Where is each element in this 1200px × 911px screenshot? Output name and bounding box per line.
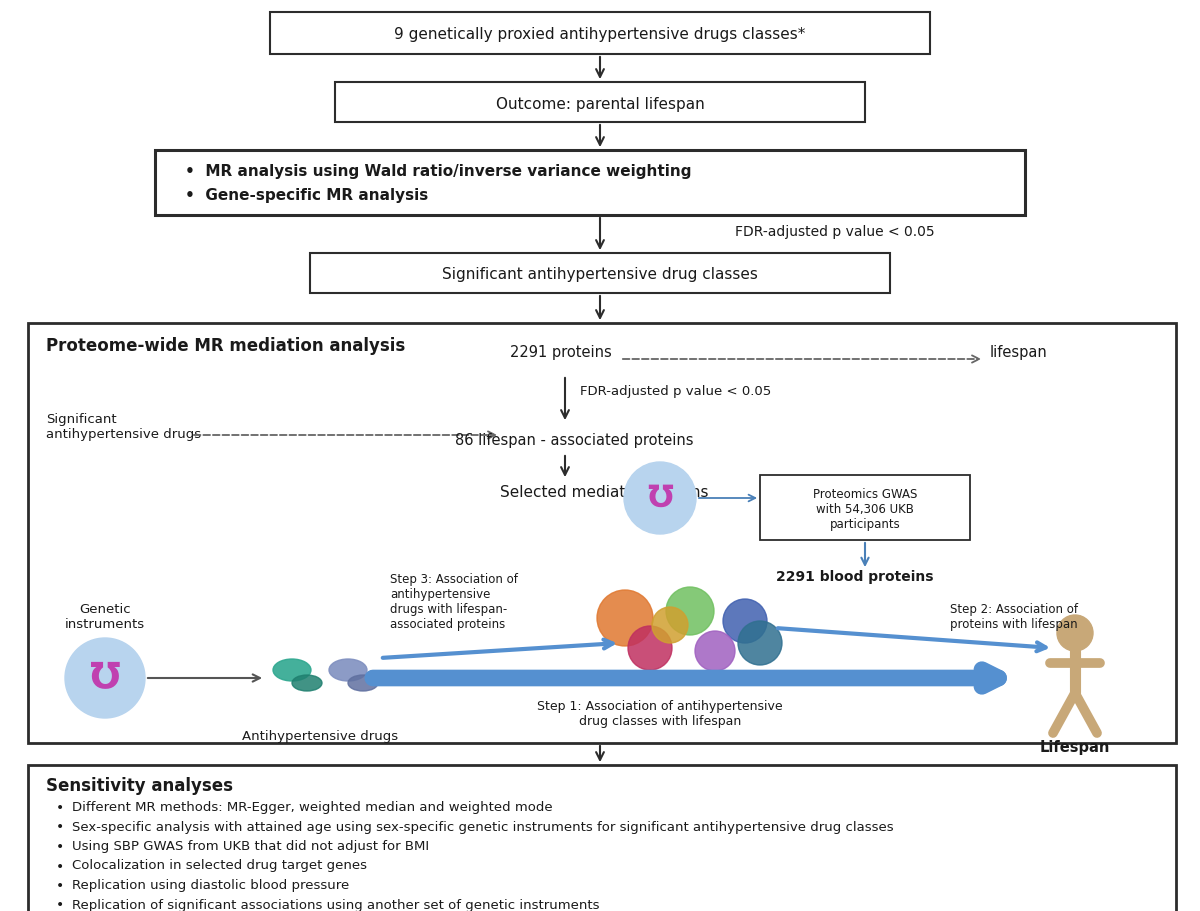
Text: Antihypertensive drugs: Antihypertensive drugs	[242, 730, 398, 743]
Text: Colocalization in selected drug target genes: Colocalization in selected drug target g…	[72, 859, 367, 873]
Ellipse shape	[329, 659, 367, 681]
Circle shape	[666, 587, 714, 635]
Circle shape	[65, 638, 145, 718]
Text: ℧: ℧	[90, 661, 120, 695]
Circle shape	[722, 599, 767, 643]
Text: Lifespan: Lifespan	[1040, 740, 1110, 755]
Text: Proteomics GWAS
with 54,306 UKB
participants: Proteomics GWAS with 54,306 UKB particip…	[812, 488, 917, 531]
Text: Proteome-wide MR mediation analysis: Proteome-wide MR mediation analysis	[46, 337, 406, 355]
Text: •: •	[56, 840, 65, 854]
Text: •: •	[56, 898, 65, 911]
Circle shape	[1057, 615, 1093, 651]
Text: •: •	[56, 859, 65, 874]
Text: Replication of significant associations using another set of genetic instruments: Replication of significant associations …	[72, 898, 600, 911]
FancyBboxPatch shape	[310, 253, 890, 293]
Text: Genetic
instruments: Genetic instruments	[65, 603, 145, 631]
Text: ℧: ℧	[647, 484, 673, 513]
Circle shape	[652, 607, 688, 643]
Circle shape	[738, 621, 782, 665]
FancyBboxPatch shape	[335, 82, 865, 122]
Text: 2291 proteins: 2291 proteins	[510, 345, 612, 360]
Text: •: •	[56, 801, 65, 815]
Text: FDR-adjusted p value < 0.05: FDR-adjusted p value < 0.05	[734, 225, 935, 239]
Text: Significant antihypertensive drug classes: Significant antihypertensive drug classe…	[442, 268, 758, 282]
Text: Step 3: Association of
antihypertensive
drugs with lifespan-
associated proteins: Step 3: Association of antihypertensive …	[390, 573, 518, 631]
FancyBboxPatch shape	[28, 323, 1176, 743]
Text: Outcome: parental lifespan: Outcome: parental lifespan	[496, 97, 704, 111]
Text: Different MR methods: MR-Egger, weighted median and weighted mode: Different MR methods: MR-Egger, weighted…	[72, 801, 553, 814]
Circle shape	[624, 462, 696, 534]
Text: Using SBP GWAS from UKB that did not adjust for BMI: Using SBP GWAS from UKB that did not adj…	[72, 840, 430, 853]
Ellipse shape	[274, 659, 311, 681]
Text: Selected mediator proteins: Selected mediator proteins	[500, 485, 708, 500]
Text: Replication using diastolic blood pressure: Replication using diastolic blood pressu…	[72, 879, 349, 892]
FancyBboxPatch shape	[760, 475, 970, 540]
Text: Sex-specific analysis with attained age using sex-specific genetic instruments f: Sex-specific analysis with attained age …	[72, 821, 894, 834]
Text: Significant
antihypertensive drugs: Significant antihypertensive drugs	[46, 413, 202, 441]
Circle shape	[628, 626, 672, 670]
Text: Sensitivity analyses: Sensitivity analyses	[46, 777, 233, 795]
Text: 9 genetically proxied antihypertensive drugs classes*: 9 genetically proxied antihypertensive d…	[395, 27, 805, 43]
Circle shape	[695, 631, 734, 671]
FancyBboxPatch shape	[28, 765, 1176, 911]
Text: Step 1: Association of antihypertensive
drug classes with lifespan: Step 1: Association of antihypertensive …	[538, 700, 782, 728]
Ellipse shape	[292, 675, 322, 691]
Text: •  Gene-specific MR analysis: • Gene-specific MR analysis	[185, 188, 428, 203]
Text: •  MR analysis using Wald ratio/inverse variance weighting: • MR analysis using Wald ratio/inverse v…	[185, 164, 691, 179]
Circle shape	[598, 590, 653, 646]
Text: •: •	[56, 821, 65, 834]
Text: •: •	[56, 879, 65, 893]
FancyBboxPatch shape	[155, 150, 1025, 215]
Text: Step 2: Association of
proteins with lifespan: Step 2: Association of proteins with lif…	[950, 603, 1078, 631]
Text: FDR-adjusted p value < 0.05: FDR-adjusted p value < 0.05	[580, 385, 772, 398]
Text: 2291 blood proteins: 2291 blood proteins	[776, 570, 934, 584]
Ellipse shape	[348, 675, 378, 691]
FancyBboxPatch shape	[270, 12, 930, 54]
Text: 86 lifespan - associated proteins: 86 lifespan - associated proteins	[455, 433, 694, 448]
Text: lifespan: lifespan	[990, 345, 1048, 360]
